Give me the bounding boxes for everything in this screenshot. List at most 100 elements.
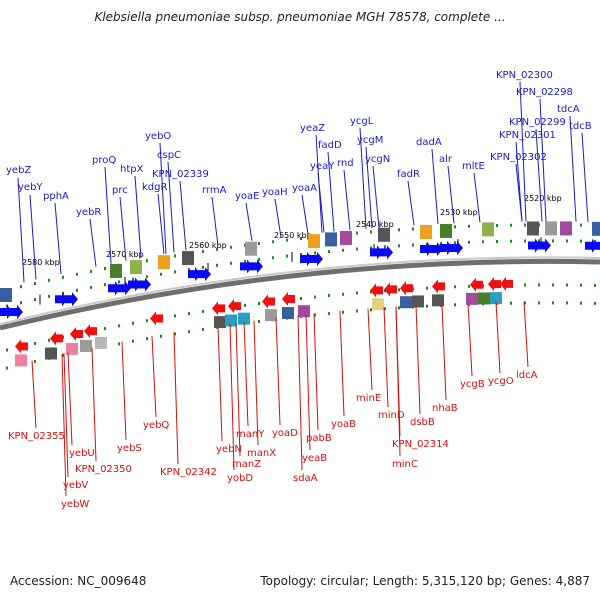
gene-label[interactable]: yebO	[145, 131, 171, 142]
reverse-gene-arrow	[488, 277, 501, 292]
gene-label[interactable]: yebZ	[6, 165, 31, 176]
accession-text: Accession: NC_009648	[10, 574, 147, 588]
gene-label[interactable]: yebV	[63, 480, 88, 491]
guide-dot	[538, 301, 540, 305]
gene-label[interactable]: dadA	[416, 137, 442, 148]
forward-gene-arrow	[380, 245, 393, 260]
gene-label[interactable]: yebW	[61, 499, 89, 510]
gene-label[interactable]: yoaA	[292, 183, 317, 194]
gene-label[interactable]: KPN_02298	[516, 87, 573, 98]
guide-dot	[132, 321, 134, 325]
gene-label[interactable]: kdgR	[142, 182, 167, 193]
forward-gene-arrow	[595, 241, 600, 250]
feature-block	[298, 305, 310, 318]
forward-gene-arrow	[528, 238, 541, 253]
gene-label[interactable]: KPN_02300	[496, 70, 553, 81]
guide-dot	[440, 241, 442, 245]
gene-label[interactable]: manZ	[232, 459, 261, 470]
gene-label[interactable]: KPN_02350	[75, 464, 132, 475]
guide-dot	[412, 243, 414, 247]
reverse-leader-line	[243, 321, 249, 427]
guide-dot	[132, 277, 134, 281]
gene-label[interactable]: ycgL	[350, 116, 374, 127]
guide-dot	[538, 283, 540, 287]
gene-label[interactable]: ycgN	[365, 154, 390, 165]
gene-label[interactable]: prc	[112, 185, 128, 196]
gene-label[interactable]: KPN_02314	[392, 439, 449, 450]
gene-label[interactable]: yebY	[18, 182, 43, 193]
guide-dot	[258, 320, 260, 324]
guide-dot	[300, 237, 302, 240]
gene-label[interactable]: pabB	[306, 433, 332, 444]
gene-label[interactable]: yebU	[69, 448, 95, 459]
feature-block	[130, 260, 142, 275]
gene-label[interactable]: KPN_02342	[160, 467, 217, 478]
guide-dot	[300, 297, 302, 300]
gene-label[interactable]: rnd	[337, 158, 354, 169]
gene-label[interactable]: yoaH	[262, 187, 288, 198]
guide-dot	[398, 288, 400, 292]
gene-label[interactable]: KPN_02299	[509, 117, 566, 128]
gene-label[interactable]: minD	[378, 410, 405, 421]
gene-label[interactable]: cspC	[157, 150, 181, 161]
gene-label[interactable]: yebQ	[143, 420, 169, 431]
gene-label[interactable]: sdaA	[293, 473, 318, 484]
guide-dot	[230, 261, 232, 265]
gene-label[interactable]: KPN_02339	[152, 169, 209, 180]
forward-leader-line	[317, 172, 325, 233]
guide-dot	[118, 324, 120, 328]
gene-label[interactable]: yebR	[76, 207, 101, 218]
gene-label[interactable]: mltE	[462, 161, 485, 172]
gene-label[interactable]: yebS	[117, 443, 142, 454]
gene-label[interactable]: yeaZ	[300, 123, 325, 134]
guide-dot	[244, 303, 246, 307]
guide-dot	[104, 327, 106, 331]
gene-label[interactable]: yoaD	[272, 428, 298, 439]
gene-label[interactable]: KPN_02355	[8, 431, 65, 442]
gene-label[interactable]: yeaY	[310, 161, 335, 172]
gene-label[interactable]: rrmA	[202, 185, 227, 196]
forward-leader-line	[539, 98, 547, 222]
gene-label[interactable]: ycgM	[357, 135, 383, 146]
guide-dot	[342, 248, 344, 252]
gene-label[interactable]: htpX	[120, 164, 144, 175]
gene-label[interactable]: fadR	[397, 169, 420, 180]
gene-label[interactable]: yebN	[216, 444, 242, 455]
gene-label[interactable]: yeaB	[302, 453, 327, 464]
reverse-gene-labels: KPN_02355 yebU yebV yebW KPN_02350 yebS …	[8, 370, 538, 510]
gene-label[interactable]: alr	[439, 154, 453, 165]
gene-label[interactable]: ycgO	[488, 376, 514, 387]
gene-label[interactable]: nhaB	[432, 403, 458, 414]
gene-label[interactable]: minC	[392, 459, 418, 470]
reverse-leader-line	[467, 302, 473, 377]
gene-label[interactable]: ycgB	[460, 379, 485, 390]
gene-label[interactable]: yoaE	[235, 191, 259, 202]
gene-label[interactable]: minE	[356, 393, 381, 404]
feature-block	[245, 241, 257, 256]
forward-leader-line	[54, 202, 62, 275]
feature-block	[66, 342, 78, 355]
gene-label[interactable]: pphA	[43, 191, 69, 202]
gene-label[interactable]: dsbB	[410, 417, 435, 428]
gene-label[interactable]: yoaB	[331, 419, 356, 430]
guide-dot	[286, 238, 288, 242]
reverse-leader-line	[495, 301, 501, 374]
gene-label[interactable]: ldcA	[516, 370, 538, 381]
gene-label[interactable]: manY	[236, 429, 265, 440]
gene-label[interactable]: tdcB	[569, 121, 592, 132]
gene-label[interactable]: proQ	[92, 155, 116, 166]
gene-label[interactable]: yobD	[227, 473, 253, 484]
guide-dot	[370, 290, 372, 294]
gene-label[interactable]: manX	[247, 448, 276, 459]
gene-label[interactable]: KPN_02301	[499, 130, 556, 141]
forward-gene-arrow	[65, 292, 78, 307]
gene-label[interactable]: fadD	[318, 140, 342, 151]
guide-dot	[188, 312, 190, 316]
reverse-gene-arrow	[15, 339, 28, 354]
forward-leader-line	[343, 169, 351, 231]
gene-label[interactable]: KPN_02302	[490, 152, 547, 163]
guide-dot	[160, 272, 162, 276]
guide-dot	[510, 223, 512, 227]
gene-label[interactable]: tdcA	[557, 104, 580, 115]
guide-dot	[202, 309, 204, 313]
